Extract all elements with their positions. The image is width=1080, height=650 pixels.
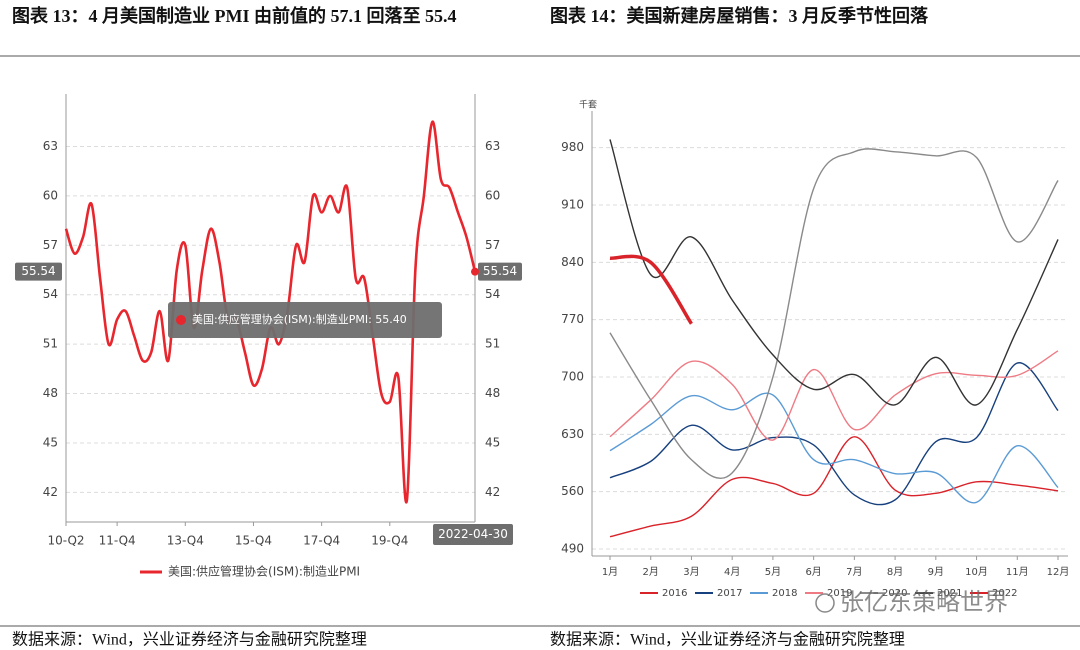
source: 数据来源：Wind，兴业证券经济与金融研究院整理 (12, 631, 367, 649)
legend-label: 2018 (772, 588, 797, 599)
annotation-box (478, 262, 522, 281)
line-series (609, 392, 1059, 504)
y-tick-label: 48 (485, 386, 500, 400)
tooltip-text: 美国:供应管理协会(ISM):制造业PMI: 55.40 (192, 312, 407, 326)
line-series (609, 254, 693, 325)
y-axis-label: 千套 (579, 99, 597, 111)
x-tick-label: 3月 (683, 566, 699, 578)
legend-label: 2017 (717, 588, 742, 599)
watermark-icon (815, 593, 835, 613)
y-tick-label: 57 (485, 238, 500, 252)
y-tick-label: 910 (561, 198, 584, 212)
y-tick-label: 45 (485, 435, 500, 449)
annotation-box (15, 262, 62, 281)
y-tick-label: 560 (561, 484, 584, 498)
tooltip (168, 302, 442, 338)
source: 数据来源：Wind，兴业证券经济与金融研究院整理 (550, 631, 905, 649)
annotation: 2022-04-30 (438, 527, 508, 541)
y-tick-label: 63 (485, 139, 500, 153)
annotation-box (433, 524, 513, 545)
legend-label: 2016 (662, 588, 687, 599)
tooltip-dot (176, 315, 186, 325)
legend-label: 2020 (882, 588, 907, 599)
legend-label: 2019 (827, 588, 852, 599)
y-tick-label: 980 (561, 140, 584, 154)
y-tick-label: 630 (561, 427, 584, 441)
y-tick-label: 63 (43, 139, 58, 153)
y-tick-label: 60 (43, 188, 58, 202)
x-tick-label: 4月 (724, 566, 740, 578)
y-tick-label: 48 (43, 386, 58, 400)
x-tick-label: 2月 (643, 566, 659, 578)
y-tick-label: 54 (43, 287, 58, 301)
line-series (609, 139, 1059, 406)
x-tick-label: 10-Q2 (47, 534, 84, 548)
y-tick-label: 700 (561, 370, 584, 384)
legend-label: 2021 (937, 588, 962, 599)
y-tick-label: 490 (561, 542, 584, 556)
x-tick-label: 1月 (602, 566, 618, 578)
y-tick-label: 51 (43, 337, 58, 351)
x-tick-label: 19-Q4 (371, 534, 408, 548)
x-tick-label: 6月 (805, 566, 821, 578)
x-tick-label: 12月 (1047, 566, 1070, 578)
legend-label: 2022 (992, 588, 1017, 599)
y-tick-label: 60 (485, 188, 500, 202)
annotation: 55.54 (483, 264, 517, 278)
x-tick-label: 10月 (965, 566, 988, 578)
watermark: 张亿东策略世界 (840, 588, 1008, 616)
y-tick-label: 770 (561, 312, 584, 326)
line-series (609, 436, 1059, 538)
x-tick-label: 9月 (928, 566, 944, 578)
y-tick-label: 51 (485, 337, 500, 351)
x-tick-label: 7月 (846, 566, 862, 578)
y-tick-label: 57 (43, 238, 58, 252)
x-tick-label: 11月 (1006, 566, 1029, 578)
x-tick-label: 8月 (887, 566, 903, 578)
y-tick-label: 45 (43, 435, 58, 449)
legend-label: 美国:供应管理协会(ISM):制造业PMI (168, 564, 360, 579)
y-tick-label: 840 (561, 255, 584, 269)
x-tick-label: 5月 (765, 566, 781, 578)
x-tick-label: 13-Q4 (167, 534, 204, 548)
line-series (609, 148, 1059, 480)
y-tick-label: 42 (485, 485, 500, 499)
y-tick-label: 54 (485, 287, 500, 301)
line-series (64, 120, 477, 504)
x-tick-label: 11-Q4 (99, 534, 136, 548)
y-tick-label: 42 (43, 485, 58, 499)
annotation: 55.54 (21, 264, 55, 278)
line-series (609, 350, 1059, 441)
x-tick-label: 17-Q4 (303, 534, 340, 548)
line-series (609, 362, 1059, 506)
x-tick-label: 15-Q4 (235, 534, 272, 548)
marker (471, 267, 479, 276)
chart-title: 图表 14：美国新建房屋销售：3 月反季节性回落 (550, 5, 929, 26)
chart-title: 图表 13：4 月美国制造业 PMI 由前值的 57.1 回落至 55.4 (12, 5, 457, 26)
